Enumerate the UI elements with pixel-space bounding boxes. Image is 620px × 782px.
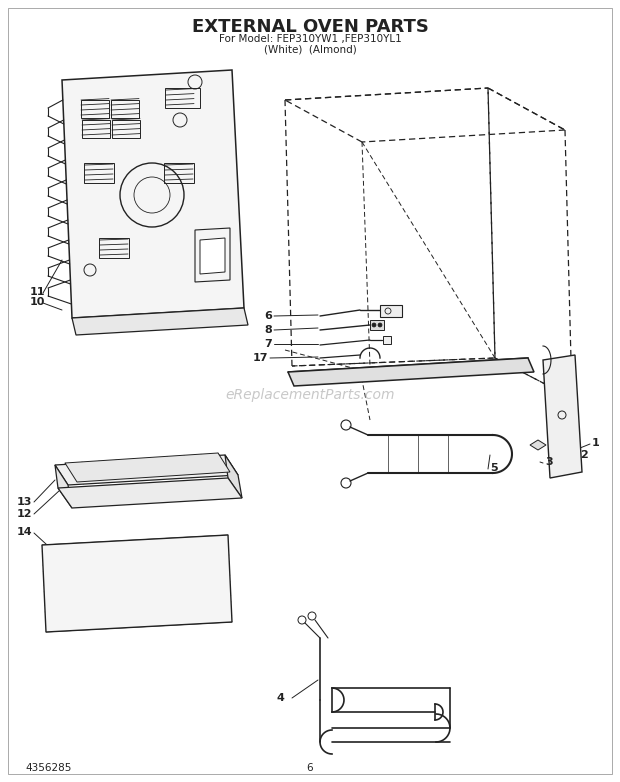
Polygon shape (55, 455, 238, 485)
Text: 13: 13 (17, 497, 32, 507)
Bar (165, 88, 200, 108)
Polygon shape (200, 238, 225, 274)
Text: 10: 10 (30, 297, 45, 307)
Bar (380, 305, 402, 317)
Circle shape (378, 323, 382, 327)
Text: 1: 1 (592, 438, 600, 448)
Bar (164, 163, 194, 183)
Polygon shape (195, 228, 230, 282)
Text: EXTERNAL OVEN PARTS: EXTERNAL OVEN PARTS (192, 18, 428, 36)
Polygon shape (72, 308, 248, 335)
Text: 12: 12 (17, 509, 32, 519)
Text: 8: 8 (264, 325, 272, 335)
Bar (82, 120, 110, 138)
Text: (White)  (Almond): (White) (Almond) (264, 44, 356, 54)
Text: 14: 14 (16, 527, 32, 537)
Text: 17: 17 (252, 353, 268, 363)
Bar (81, 100, 109, 118)
Bar (99, 238, 129, 258)
Polygon shape (62, 70, 244, 318)
Text: 11: 11 (30, 287, 45, 297)
Polygon shape (288, 358, 534, 386)
Polygon shape (225, 455, 242, 498)
Bar (112, 120, 140, 138)
Text: 6: 6 (307, 763, 313, 773)
Text: 4: 4 (276, 693, 284, 703)
Polygon shape (530, 440, 546, 450)
Bar (370, 320, 384, 330)
Polygon shape (55, 465, 72, 508)
Text: 6: 6 (264, 311, 272, 321)
Text: 7: 7 (264, 339, 272, 349)
Polygon shape (58, 478, 242, 508)
Polygon shape (42, 535, 232, 632)
Circle shape (372, 323, 376, 327)
Text: 4356285: 4356285 (25, 763, 71, 773)
Text: For Model: FEP310YW1 ,FEP310YL1: For Model: FEP310YW1 ,FEP310YL1 (219, 34, 401, 44)
Text: 5: 5 (490, 463, 498, 473)
Bar (383, 336, 391, 344)
Text: 3: 3 (545, 457, 552, 467)
Text: eReplacementParts.com: eReplacementParts.com (225, 388, 395, 402)
Polygon shape (543, 355, 582, 478)
Polygon shape (65, 453, 230, 482)
Bar (111, 100, 139, 118)
Bar (84, 163, 114, 183)
Text: 2: 2 (580, 450, 588, 460)
